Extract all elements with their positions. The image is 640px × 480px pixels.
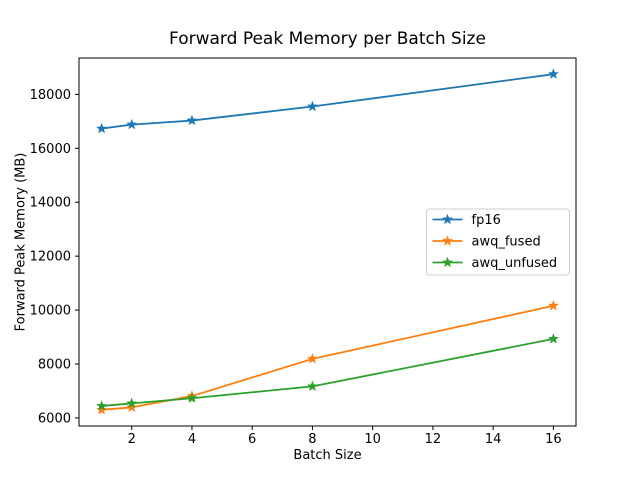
plot-area <box>78 57 577 427</box>
x-tick-label: 16 <box>545 432 562 447</box>
legend-box <box>426 208 570 276</box>
data-point-awq_fused <box>306 352 319 364</box>
data-point-awq_fused <box>547 299 560 311</box>
data-point-fp16 <box>306 100 319 112</box>
x-axis-label: Batch Size <box>293 448 362 463</box>
x-tick-label: 10 <box>364 432 381 447</box>
chart-title: Forward Peak Memory per Batch Size <box>169 29 486 49</box>
y-tick-label: 12000 <box>30 250 71 265</box>
series-line-awq_fused <box>101 304 554 411</box>
legend-marker-awq_unfused <box>441 256 454 268</box>
data-point-awq_unfused <box>186 392 198 404</box>
x-tick-label: 14 <box>485 432 502 447</box>
legend: fp16 awq_fused awq_unfused <box>426 208 570 276</box>
y-tick-label: 16000 <box>30 142 71 157</box>
x-tick-label: 4 <box>188 432 196 447</box>
legend-label-awq_unfused: awq_unfused <box>472 256 558 271</box>
data-point-fp16 <box>186 114 198 126</box>
data-point-awq_unfused <box>95 400 108 411</box>
data-point-fp16 <box>126 118 138 130</box>
x-tick-label: 12 <box>425 432 442 447</box>
data-point-awq_fused <box>126 401 138 413</box>
legend-label-fp16: fp16 <box>472 213 501 228</box>
data-point-awq_unfused <box>306 380 319 392</box>
legend-marker-fp16 <box>441 213 454 225</box>
y-tick-label: 8000 <box>38 357 71 372</box>
data-point-awq_unfused <box>547 332 560 344</box>
x-tick-label: 2 <box>128 432 136 447</box>
y-tick-label: 10000 <box>30 304 71 319</box>
y-tick-label: 14000 <box>30 196 71 211</box>
data-point-awq_fused <box>95 403 108 415</box>
series-line-fp16 <box>101 73 554 130</box>
x-tick-label: 8 <box>308 432 316 447</box>
y-tick-label: 6000 <box>38 411 71 426</box>
legend-label-awq_fused: awq_fused <box>472 235 541 250</box>
y-tick-label: 18000 <box>30 88 71 103</box>
y-axis-label: Forward Peak Memory (MB) <box>13 152 29 332</box>
x-tick-label: 6 <box>248 432 256 447</box>
series-line-awq_unfused <box>101 338 554 407</box>
data-point-fp16 <box>95 122 108 134</box>
data-point-awq_unfused <box>126 397 138 409</box>
data-point-fp16 <box>547 68 560 79</box>
legend-marker-awq_fused <box>441 235 454 246</box>
